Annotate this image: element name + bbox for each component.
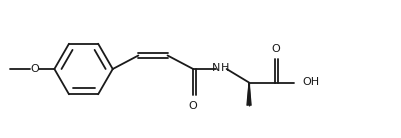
Text: O: O [30,64,39,74]
Text: H: H [220,63,229,73]
Text: O: O [188,101,197,111]
Text: N: N [211,63,220,73]
Text: O: O [271,44,280,54]
Text: OH: OH [302,77,319,87]
